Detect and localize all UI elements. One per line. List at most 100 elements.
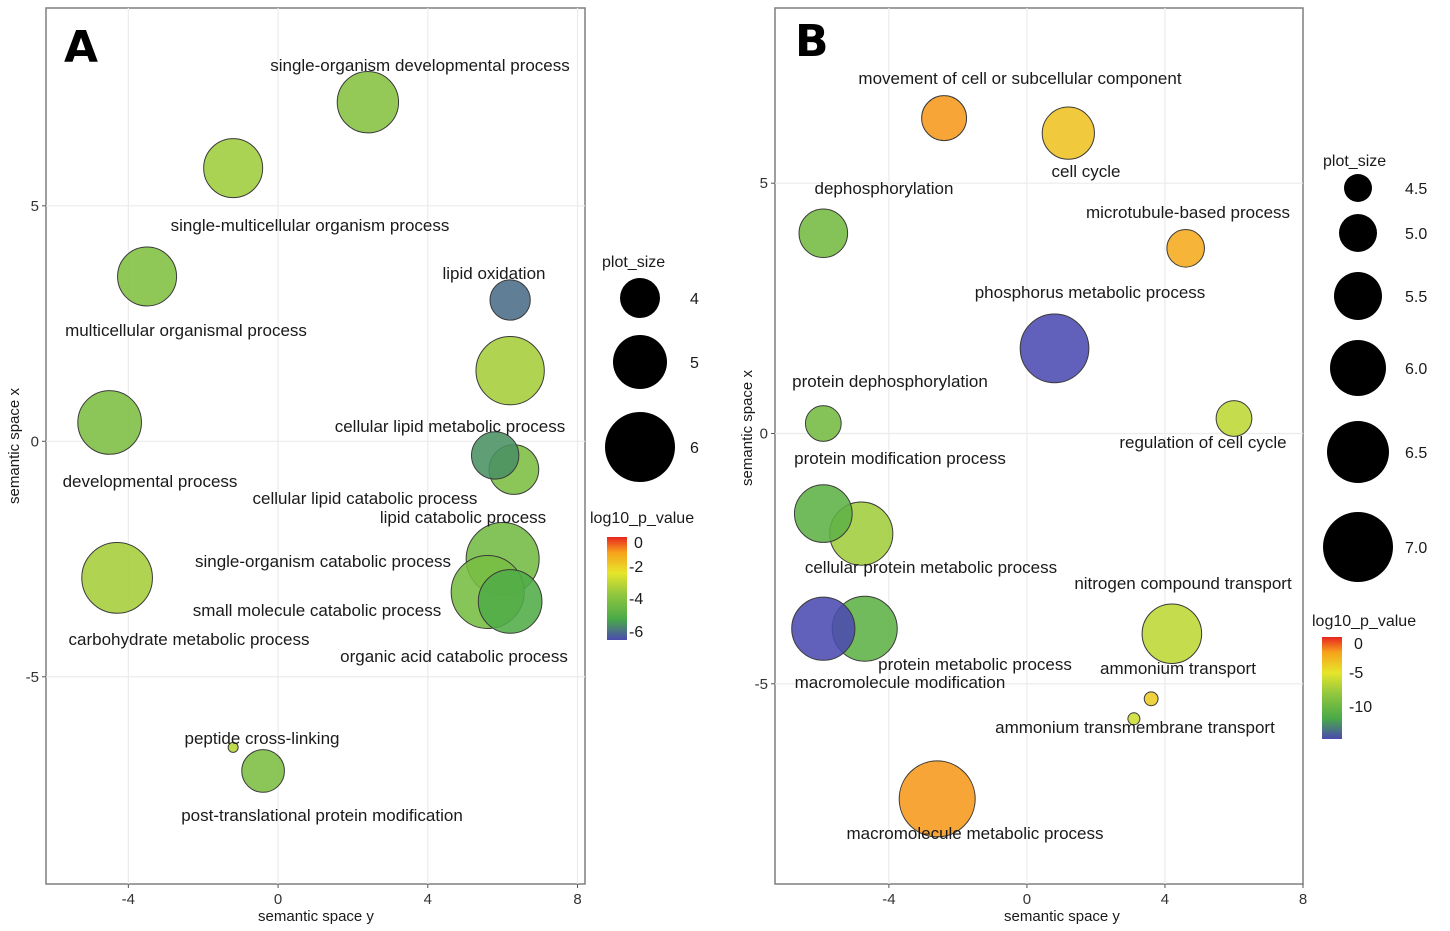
point-label: ammonium transmembrane transport bbox=[995, 718, 1275, 737]
panel-a-points bbox=[77, 71, 545, 793]
data-point bbox=[227, 741, 239, 753]
data-point bbox=[898, 760, 976, 838]
data-point bbox=[798, 208, 849, 259]
data-point bbox=[804, 405, 842, 442]
data-point bbox=[1215, 400, 1253, 437]
data-point bbox=[489, 279, 531, 321]
data-point bbox=[203, 138, 264, 199]
size-legend-value: 4.5 bbox=[1405, 181, 1427, 198]
size-legend-title: plot_size bbox=[602, 254, 665, 271]
x-tick-label: 0 bbox=[274, 891, 282, 908]
size-legend-key bbox=[1339, 214, 1377, 252]
panel-a-axis-ticks: -4 0 4 8 -5 0 5 bbox=[26, 198, 582, 908]
color-legend-bar bbox=[1322, 637, 1342, 739]
point-label: protein metabolic process bbox=[878, 655, 1072, 674]
size-legend-value: 6.5 bbox=[1405, 445, 1427, 462]
color-legend-value: -5 bbox=[1349, 665, 1363, 682]
panel-b-axis-ticks: -4 0 4 8 -5 0 5 bbox=[755, 175, 1308, 908]
panel-a-size-legend: plot_size 4 5 6 bbox=[602, 254, 699, 482]
data-point bbox=[791, 596, 856, 661]
data-point bbox=[1141, 603, 1203, 664]
size-legend-key bbox=[1334, 272, 1382, 320]
panel-b-letter: B bbox=[795, 16, 829, 67]
size-legend-value: 5.0 bbox=[1405, 226, 1427, 243]
color-legend-value: -2 bbox=[629, 559, 643, 576]
point-label: lipid catabolic process bbox=[380, 508, 546, 527]
panel-a-x-axis-title: semantic space y bbox=[258, 908, 374, 925]
point-label: single-multicellular organism process bbox=[171, 216, 450, 235]
point-label: protein modification process bbox=[794, 449, 1006, 468]
point-label: cellular lipid metabolic process bbox=[335, 417, 566, 436]
data-point bbox=[241, 749, 285, 793]
data-point bbox=[117, 246, 178, 307]
color-legend-value: -6 bbox=[629, 624, 643, 641]
size-legend-key bbox=[605, 412, 675, 482]
data-point bbox=[1143, 691, 1159, 707]
panel-b: B movement of cell or subcellular compon… bbox=[739, 7, 1427, 925]
data-point bbox=[1127, 712, 1141, 726]
data-point bbox=[477, 569, 543, 634]
panel-a-point-labels: single-organism developmental process si… bbox=[63, 56, 570, 825]
size-legend-key bbox=[620, 278, 660, 318]
point-label: protein dephosphorylation bbox=[792, 372, 988, 391]
panel-b-x-axis-title: semantic space y bbox=[1004, 908, 1120, 925]
panel-b-plot-area bbox=[774, 7, 1304, 885]
x-tick-label: -4 bbox=[122, 891, 135, 908]
panel-b-size-legend: plot_size 4.5 5.0 5.5 6.0 6.5 7.0 bbox=[1323, 153, 1427, 582]
size-legend-value: 4 bbox=[690, 291, 699, 308]
size-legend-value: 6 bbox=[690, 440, 699, 457]
color-legend-value: -4 bbox=[629, 591, 643, 608]
point-label: small molecule catabolic process bbox=[193, 601, 442, 620]
panel-b-gridlines bbox=[775, 8, 1303, 884]
y-tick-label: 0 bbox=[760, 425, 768, 442]
point-label: single-organism catabolic process bbox=[195, 552, 451, 571]
data-point bbox=[77, 390, 142, 455]
color-legend-value: -10 bbox=[1349, 699, 1372, 716]
panel-a: A single-organism developmental process … bbox=[6, 7, 699, 925]
point-label: macromolecule metabolic process bbox=[847, 824, 1104, 843]
size-legend-title: plot_size bbox=[1323, 153, 1386, 170]
panel-a-letter: A bbox=[64, 22, 98, 73]
color-legend-value: 0 bbox=[1354, 636, 1363, 653]
y-tick-label: 0 bbox=[31, 433, 39, 450]
size-legend-key bbox=[1330, 340, 1386, 396]
x-tick-label: 0 bbox=[1023, 891, 1031, 908]
y-tick-label: 5 bbox=[31, 198, 39, 215]
point-label: ammonium transport bbox=[1100, 659, 1256, 678]
panel-b-point-labels: movement of cell or subcellular componen… bbox=[792, 69, 1292, 843]
panel-b-color-legend: log10_p_value 0 -5 -10 bbox=[1312, 613, 1416, 739]
size-legend-value: 6.0 bbox=[1405, 361, 1427, 378]
data-point bbox=[1166, 228, 1205, 268]
point-label: phosphorus metabolic process bbox=[975, 283, 1206, 302]
size-legend-value: 7.0 bbox=[1405, 540, 1427, 557]
point-label: cellular lipid catabolic process bbox=[253, 489, 478, 508]
data-point bbox=[475, 335, 545, 406]
point-label: cell cycle bbox=[1052, 162, 1121, 181]
point-label: regulation of cell cycle bbox=[1119, 433, 1286, 452]
size-legend-key bbox=[1344, 174, 1372, 202]
point-label: single-organism developmental process bbox=[270, 56, 570, 75]
x-tick-label: 4 bbox=[1161, 891, 1169, 908]
data-point bbox=[471, 431, 520, 480]
data-point bbox=[336, 71, 400, 134]
point-label: cellular protein metabolic process bbox=[805, 558, 1057, 577]
color-legend-value: 0 bbox=[634, 535, 643, 552]
point-label: movement of cell or subcellular componen… bbox=[858, 69, 1181, 88]
point-label: post-translational protein modification bbox=[181, 806, 463, 825]
size-legend-value: 5 bbox=[690, 355, 699, 372]
panel-b-points bbox=[791, 95, 1253, 838]
size-legend-value: 5.5 bbox=[1405, 289, 1427, 306]
point-label: lipid oxidation bbox=[442, 264, 545, 283]
x-tick-label: 8 bbox=[1299, 891, 1307, 908]
x-tick-label: 4 bbox=[424, 891, 432, 908]
point-label: peptide cross-linking bbox=[185, 729, 340, 748]
panel-a-y-axis-title: semantic space x bbox=[6, 388, 23, 504]
size-legend-key bbox=[1323, 512, 1393, 582]
point-label: organic acid catabolic process bbox=[340, 647, 568, 666]
data-point bbox=[81, 542, 153, 614]
data-point bbox=[921, 95, 968, 142]
x-tick-label: 8 bbox=[573, 891, 581, 908]
data-point bbox=[1019, 313, 1090, 384]
data-point bbox=[1041, 106, 1095, 160]
